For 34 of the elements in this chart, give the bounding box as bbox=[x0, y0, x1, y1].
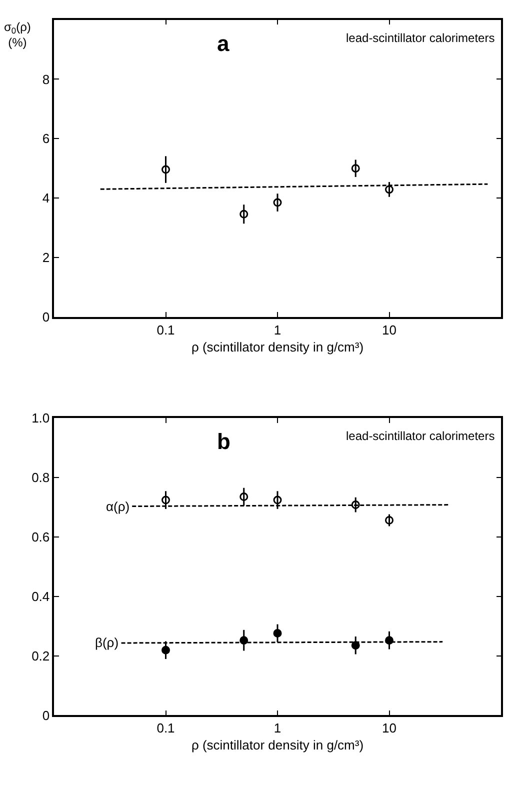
point bbox=[162, 496, 170, 504]
y-tick-label: 0 bbox=[42, 310, 50, 325]
x-tick-label: 10 bbox=[382, 720, 396, 736]
y-tick-label: 8 bbox=[42, 72, 50, 87]
point bbox=[162, 646, 170, 654]
series-label: α(ρ) bbox=[106, 499, 130, 514]
y-tick-label: 6 bbox=[42, 131, 50, 146]
point bbox=[385, 185, 394, 194]
y-tick-label: 0.6 bbox=[32, 529, 50, 544]
annotation: lead-scintillator calorimeters bbox=[346, 31, 495, 45]
y-tick-label: 0.8 bbox=[32, 470, 50, 485]
y-tick-label: 0.2 bbox=[32, 648, 50, 664]
y-tick-label: 0 bbox=[42, 708, 50, 723]
series-label: β(ρ) bbox=[95, 635, 119, 650]
text: a bbox=[217, 31, 230, 56]
point bbox=[273, 628, 282, 638]
x-tick-label: 1 bbox=[274, 720, 282, 736]
point bbox=[385, 516, 394, 524]
x-axis-title: ρ (scintillator density in g/cm³) bbox=[191, 738, 364, 753]
y-tick-label: 2 bbox=[42, 250, 50, 266]
y-axis-title: σ$_{0}$(ρ) (%) bbox=[4, 20, 31, 50]
point bbox=[273, 198, 282, 207]
x-tick-label: 0.1 bbox=[156, 720, 175, 736]
x-axis-title: ρ (scintillator density in g/cm³) bbox=[191, 339, 364, 354]
y-tick-label: 4 bbox=[42, 190, 50, 206]
y-tick-label: 0.4 bbox=[32, 588, 50, 604]
point bbox=[273, 496, 282, 504]
x-tick-label: 0.1 bbox=[156, 322, 175, 338]
x-tick-label: 10 bbox=[382, 322, 396, 338]
text: b bbox=[217, 429, 230, 454]
y-tick-label: 1.0 bbox=[32, 410, 50, 426]
x-tick-label: 1 bbox=[274, 322, 282, 338]
annotation: lead-scintillator calorimeters bbox=[346, 429, 495, 443]
point bbox=[162, 165, 170, 174]
